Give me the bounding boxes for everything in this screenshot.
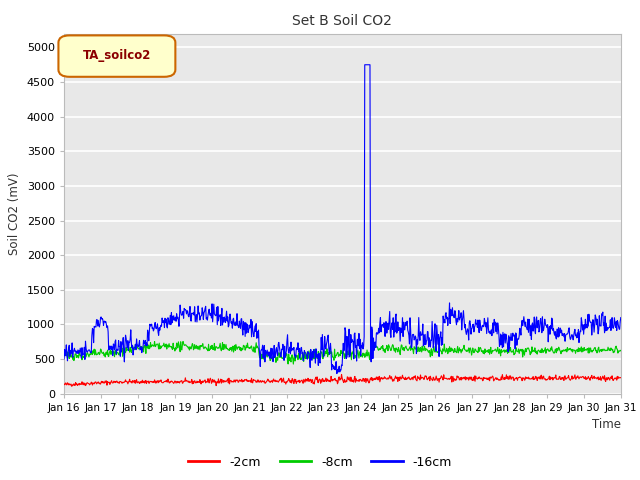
X-axis label: Time: Time [592, 418, 621, 431]
Title: Set B Soil CO2: Set B Soil CO2 [292, 14, 392, 28]
Legend: -2cm, -8cm, -16cm: -2cm, -8cm, -16cm [183, 451, 457, 474]
FancyBboxPatch shape [58, 36, 175, 77]
Text: TA_soilco2: TA_soilco2 [83, 49, 151, 62]
Y-axis label: Soil CO2 (mV): Soil CO2 (mV) [8, 172, 21, 255]
